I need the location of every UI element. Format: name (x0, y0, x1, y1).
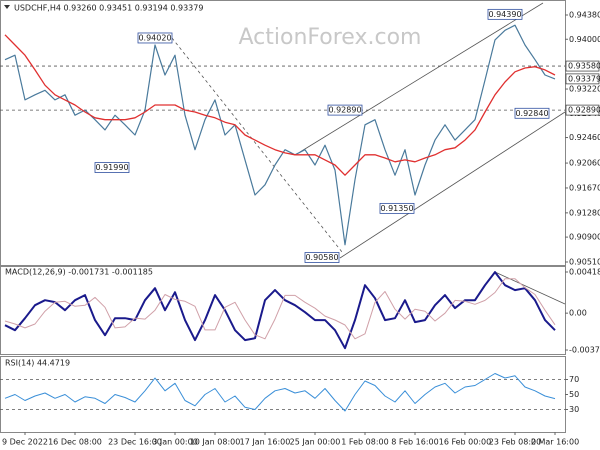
x-tick-label: 23 Feb 08:00 (489, 438, 541, 447)
y-tick-label: 0.91280 (569, 208, 600, 217)
price-box (565, 73, 600, 85)
x-tick-label: 2 Mar 16:00 (531, 438, 579, 447)
price-box-label: 0.92890 (568, 106, 600, 115)
y-tick-label: 0.90900 (569, 233, 600, 242)
annotation-box (487, 8, 523, 20)
x-tick-label: 25 Jan 00:00 (290, 438, 341, 447)
watermark: ActionForex.com (239, 25, 422, 50)
annotation-box (327, 104, 363, 116)
x-tick-label: 16 Feb 00:00 (439, 438, 491, 447)
y-tick-label: 50 (569, 390, 579, 399)
y-tick-label: 0.94000 (569, 35, 600, 44)
y-tick-label: 70 (569, 375, 579, 384)
price-box (565, 60, 600, 72)
price-box-label: 0.93379 (568, 74, 600, 83)
annotation-label: 0.92890 (328, 106, 361, 115)
x-tick-label: 17 Jan 16:00 (240, 438, 291, 447)
x-tick-label: 23 Dec 16:00 (108, 438, 162, 447)
x-tick-label: 16 Dec 08:00 (48, 438, 102, 447)
trend-lines (171, 2, 566, 305)
series-line (4, 24, 556, 246)
price-box-label: 0.93580 (568, 62, 600, 71)
x-tick-label: 10 Jan 08:00 (190, 438, 241, 447)
macd-title: MACD(12,26,9) -0.001731 -0.001185 (5, 268, 153, 277)
annotation-label: 0.90580 (305, 253, 338, 262)
annotation-label: 0.91350 (380, 204, 413, 213)
rsi-title: RSI(14) 44.4719 (5, 359, 70, 368)
x-tick-label: 9 Dec 2022 (2, 438, 48, 447)
annotation-label: 0.94020 (138, 33, 171, 42)
x-tick-label: 3 Jan 00:00 (152, 438, 198, 447)
y-tick-label: 0.90510 (569, 258, 600, 267)
x-tick-label: 1 Feb 08:00 (341, 438, 388, 447)
y-tick-label: 0.92060 (569, 159, 600, 168)
series-line (4, 34, 556, 176)
annotation-box (304, 252, 340, 263)
y-tick-label: 0.91670 (569, 183, 600, 192)
annotation-box (514, 107, 550, 119)
price-box (565, 104, 600, 116)
chart-title: USDCHF,H4 0.93260 0.93451 0.93194 0.9337… (14, 4, 203, 13)
annotation-box (94, 162, 130, 173)
y-tick-label: 0.92460 (569, 133, 600, 142)
annotation-box (137, 32, 173, 44)
y-tick-label: 0.00 (569, 309, 587, 318)
series-line (4, 373, 556, 412)
series-line (4, 278, 556, 340)
plot: 0.94380 0.94000 0.93220 0.92840 0.92460 0.920… (0, 8, 600, 447)
y-tick-label: 0.00418 (569, 268, 600, 277)
y-tick-label: -0.003744 (569, 346, 600, 355)
annotation-label: 0.91990 (95, 163, 128, 172)
annotation-box (379, 202, 415, 214)
x-tick-label: 8 Feb 16:00 (391, 438, 438, 447)
y-tick-label: 0.94380 (569, 10, 600, 19)
annotation-label: 0.92840 (515, 109, 548, 118)
y-tick-label: 0.93220 (569, 85, 600, 94)
y-tick-label: 30 (569, 405, 579, 414)
menu-arrow (4, 5, 10, 9)
annotation-label: 0.94390 (488, 10, 521, 19)
